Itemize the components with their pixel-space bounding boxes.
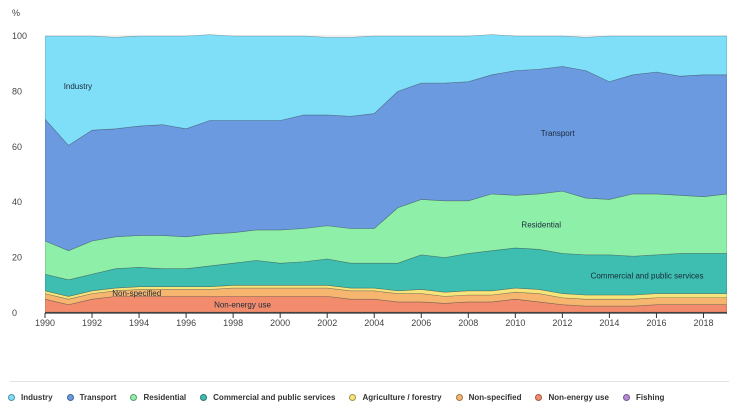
x-tick-label: 2016: [646, 318, 666, 328]
x-tick-label: 1992: [82, 318, 102, 328]
area-label: Industry: [64, 82, 92, 91]
legend-item[interactable]: Transport: [66, 393, 117, 402]
legend-item[interactable]: Non-specified: [455, 393, 522, 402]
y-tick-label: 100: [12, 31, 27, 41]
area-industry: [45, 34, 727, 146]
x-tick-label: 2002: [317, 318, 337, 328]
y-tick-label: 40: [12, 197, 22, 207]
legend: Industry Transport Residential Commercial a…: [8, 393, 678, 402]
legend-item[interactable]: Non-energy use: [535, 393, 609, 402]
x-tick-label: 2004: [364, 318, 384, 328]
x-tick-label: 1996: [176, 318, 196, 328]
legend-item[interactable]: Residential: [130, 393, 186, 402]
legend-label: Residential: [143, 393, 187, 402]
y-tick-label: 80: [12, 86, 22, 96]
x-tick-label: 1990: [35, 318, 55, 328]
x-tick-label: 1998: [223, 318, 243, 328]
area-series-group: [45, 34, 727, 314]
axes: 0 20 40 60 80 100 1990 1992 1994 1996 1998 2000 2002…: [12, 31, 727, 328]
x-tick-label: 2008: [458, 318, 478, 328]
legend-swatch: [200, 394, 208, 401]
legend-item[interactable]: Fishing: [622, 393, 665, 402]
legend-label: Agriculture / forestry: [362, 393, 442, 402]
legend-label: Non-specified: [468, 393, 522, 402]
legend-label: Fishing: [635, 393, 665, 402]
legend-item[interactable]: Agriculture / forestry: [349, 393, 442, 402]
area-label: Transport: [541, 129, 576, 138]
legend-swatch: [622, 394, 630, 401]
y-tick-label: 20: [12, 253, 22, 263]
y-tick-label: 0: [12, 308, 17, 318]
x-tick-label: 2018: [693, 318, 713, 328]
area-label: Non-energy use: [214, 300, 271, 309]
legend-divider: [10, 381, 729, 382]
legend-label: Industry: [21, 393, 53, 402]
legend-swatch: [130, 394, 138, 401]
area-labels: Industry Transport Residential Commercial a…: [64, 82, 704, 310]
x-tick-label: 1994: [129, 318, 149, 328]
area-label: Commercial and public services: [591, 272, 704, 281]
legend-label: Commercial and public services: [213, 393, 336, 402]
x-tick-label: 2006: [411, 318, 431, 328]
stacked-area-chart: % 0 20 40 60 80 100 1990 1992 1994 1996 1998 2000 20…: [12, 8, 727, 328]
x-tick-label: 2012: [552, 318, 572, 328]
legend-swatch: [349, 394, 357, 401]
legend-swatch: [535, 394, 543, 401]
x-tick-label: 2000: [270, 318, 290, 328]
legend-item[interactable]: Industry: [8, 393, 53, 402]
legend-swatch: [66, 394, 74, 401]
legend-label: Non-energy use: [548, 393, 609, 402]
area-label: Residential: [521, 220, 561, 229]
x-tick-label: 2014: [599, 318, 619, 328]
legend-swatch: [455, 394, 463, 401]
y-axis-unit: %: [12, 8, 20, 18]
area-label: Non-specified: [112, 289, 161, 298]
legend-label: Transport: [79, 393, 117, 402]
legend-item[interactable]: Commercial and public services: [200, 393, 335, 402]
legend-swatch: [8, 394, 15, 401]
x-tick-label: 2010: [505, 318, 525, 328]
y-tick-label: 60: [12, 142, 22, 152]
